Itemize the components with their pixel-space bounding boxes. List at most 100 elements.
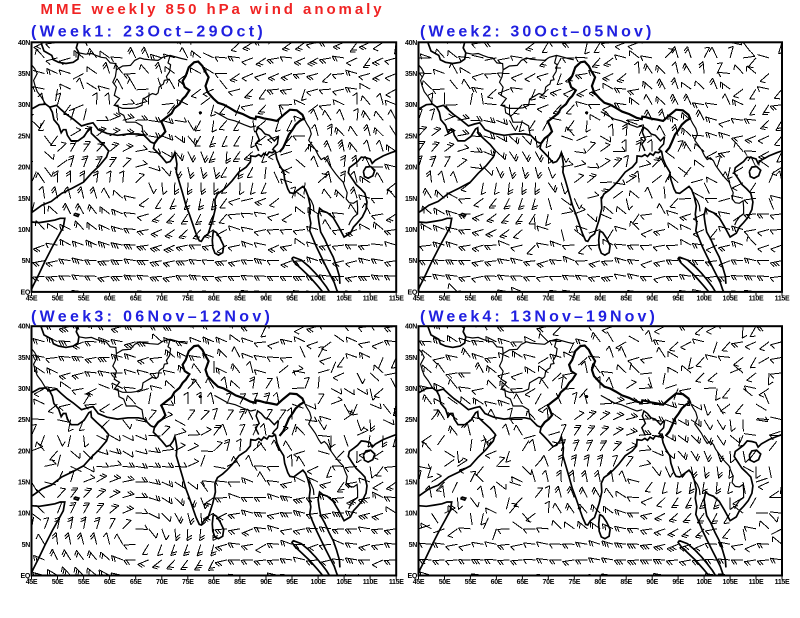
svg-text:40N: 40N	[405, 324, 417, 331]
svg-text:20N: 20N	[405, 448, 417, 455]
svg-text:5N: 5N	[409, 258, 418, 265]
svg-text:100E: 100E	[697, 295, 713, 302]
svg-text:90E: 90E	[260, 579, 272, 586]
svg-text:10N: 10N	[18, 511, 30, 518]
svg-text:85E: 85E	[620, 295, 632, 302]
svg-text:35N: 35N	[405, 355, 417, 362]
svg-text:55E: 55E	[78, 579, 90, 586]
svg-text:90E: 90E	[646, 295, 658, 302]
svg-text:5N: 5N	[22, 258, 31, 265]
svg-text:15N: 15N	[405, 196, 417, 203]
svg-text:5N: 5N	[22, 542, 31, 549]
svg-text:15N: 15N	[18, 196, 30, 203]
svg-text:15N: 15N	[18, 480, 30, 487]
svg-text:80E: 80E	[594, 579, 606, 586]
svg-text:35N: 35N	[405, 71, 417, 78]
svg-text:55E: 55E	[465, 295, 477, 302]
svg-text:95E: 95E	[672, 295, 684, 302]
svg-text:EQ: EQ	[20, 289, 30, 296]
svg-text:60E: 60E	[491, 579, 503, 586]
svg-text:55E: 55E	[78, 295, 90, 302]
svg-text:80E: 80E	[594, 295, 606, 302]
svg-text:EQ: EQ	[407, 573, 417, 580]
svg-text:(Week4: 13Nov–19Nov): (Week4: 13Nov–19Nov)	[420, 309, 658, 326]
svg-text:5N: 5N	[409, 542, 418, 549]
svg-text:35N: 35N	[18, 355, 30, 362]
svg-text:110E: 110E	[363, 295, 378, 302]
svg-text:25N: 25N	[18, 417, 30, 424]
svg-text:55E: 55E	[465, 579, 477, 586]
svg-text:70E: 70E	[543, 579, 555, 586]
svg-text:70E: 70E	[156, 579, 168, 586]
svg-text:65E: 65E	[130, 579, 142, 586]
svg-text:30N: 30N	[18, 102, 30, 109]
svg-text:75E: 75E	[182, 295, 194, 302]
svg-text:90E: 90E	[260, 295, 272, 302]
svg-text:40N: 40N	[405, 40, 417, 47]
svg-text:100E: 100E	[311, 295, 327, 302]
svg-text:75E: 75E	[569, 295, 581, 302]
svg-text:45E: 45E	[413, 295, 425, 302]
svg-text:45E: 45E	[26, 295, 38, 302]
svg-text:115E: 115E	[775, 295, 790, 302]
svg-text:95E: 95E	[672, 579, 684, 586]
svg-text:65E: 65E	[517, 579, 529, 586]
svg-text:75E: 75E	[182, 579, 194, 586]
svg-text:40N: 40N	[18, 40, 30, 47]
svg-text:50E: 50E	[52, 579, 64, 586]
svg-text:60E: 60E	[104, 579, 116, 586]
svg-text:100E: 100E	[697, 579, 713, 586]
svg-text:75E: 75E	[569, 579, 581, 586]
svg-text:10N: 10N	[18, 227, 30, 234]
svg-text:115E: 115E	[389, 579, 404, 586]
svg-text:30N: 30N	[405, 102, 417, 109]
svg-text:85E: 85E	[234, 295, 246, 302]
svg-text:110E: 110E	[749, 295, 764, 302]
svg-text:20N: 20N	[405, 165, 417, 172]
svg-text:25N: 25N	[18, 133, 30, 140]
svg-text:45E: 45E	[26, 579, 38, 586]
svg-text:100E: 100E	[311, 579, 327, 586]
svg-text:15N: 15N	[405, 480, 417, 487]
svg-text:50E: 50E	[52, 295, 64, 302]
svg-text:45E: 45E	[413, 579, 425, 586]
svg-text:20N: 20N	[18, 448, 30, 455]
svg-text:25N: 25N	[405, 417, 417, 424]
svg-text:110E: 110E	[363, 579, 378, 586]
svg-text:(Week3: 06Nov–12Nov): (Week3: 06Nov–12Nov)	[31, 309, 273, 326]
svg-text:70E: 70E	[156, 295, 168, 302]
svg-text:95E: 95E	[286, 295, 298, 302]
svg-text:65E: 65E	[517, 295, 529, 302]
svg-text:50E: 50E	[439, 295, 451, 302]
svg-text:35N: 35N	[18, 71, 30, 78]
svg-text:70E: 70E	[543, 295, 555, 302]
svg-text:105E: 105E	[337, 579, 353, 586]
svg-text:105E: 105E	[723, 295, 739, 302]
svg-text:EQ: EQ	[407, 289, 417, 296]
svg-text:(Week1: 23Oct–29Oct): (Week1: 23Oct–29Oct)	[31, 24, 266, 41]
svg-text:(Week2: 30Oct–05Nov): (Week2: 30Oct–05Nov)	[420, 24, 654, 41]
svg-text:25N: 25N	[405, 133, 417, 140]
svg-text:60E: 60E	[491, 295, 503, 302]
svg-text:50E: 50E	[439, 579, 451, 586]
svg-text:MME weekly 850 hPa wind anomal: MME weekly 850 hPa wind anomaly	[41, 1, 385, 18]
svg-text:65E: 65E	[130, 295, 142, 302]
svg-text:85E: 85E	[620, 579, 632, 586]
svg-text:30N: 30N	[405, 386, 417, 393]
svg-text:60E: 60E	[104, 295, 116, 302]
svg-text:105E: 105E	[337, 295, 353, 302]
svg-text:110E: 110E	[749, 579, 764, 586]
svg-text:30N: 30N	[18, 386, 30, 393]
svg-text:85E: 85E	[234, 579, 246, 586]
svg-text:115E: 115E	[389, 295, 404, 302]
svg-text:40N: 40N	[18, 324, 30, 331]
svg-text:20N: 20N	[18, 165, 30, 172]
svg-text:10N: 10N	[405, 227, 417, 234]
svg-text:10N: 10N	[405, 511, 417, 518]
svg-text:80E: 80E	[208, 579, 220, 586]
svg-text:80E: 80E	[208, 295, 220, 302]
svg-text:EQ: EQ	[20, 573, 30, 580]
svg-text:105E: 105E	[723, 579, 739, 586]
svg-text:90E: 90E	[646, 579, 658, 586]
svg-text:115E: 115E	[775, 579, 790, 586]
